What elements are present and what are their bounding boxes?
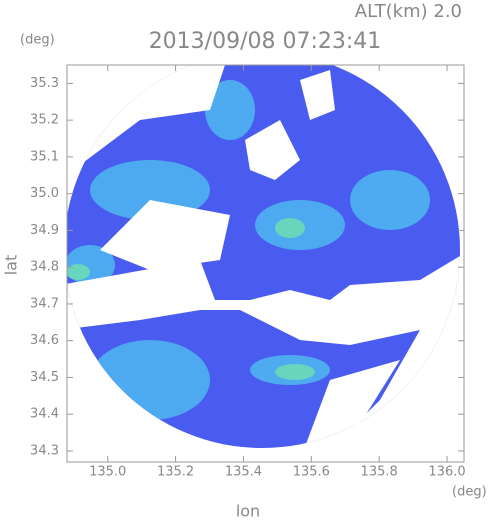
- y-tick-label: 35.1: [30, 149, 59, 164]
- y-tick-label: 35.3: [30, 76, 59, 91]
- x-tick-label: 136.0: [428, 465, 465, 480]
- x-tick-label: 135.8: [361, 465, 398, 480]
- plot-frame: [66, 64, 465, 463]
- y-tick-label: 34.7: [30, 296, 59, 311]
- y-tick-label: 34.4: [30, 407, 59, 422]
- x-axis-label: lon: [236, 502, 260, 521]
- y-tick-label: 34.9: [30, 223, 59, 238]
- altitude-label: ALT(km) 2.0: [355, 1, 462, 22]
- x-unit: (deg): [452, 485, 487, 500]
- x-tick-label: 135.2: [157, 465, 194, 480]
- x-tick-label: 135.6: [293, 465, 330, 480]
- y-tick-label: 34.8: [30, 260, 59, 275]
- y-tick-label: 35.2: [30, 113, 59, 128]
- y-tick-label: 34.6: [30, 333, 59, 348]
- y-unit: (deg): [20, 33, 55, 48]
- y-tick-label: 34.5: [30, 370, 59, 385]
- x-tick-label: 135.0: [89, 465, 126, 480]
- y-axis-label: lat: [2, 255, 21, 276]
- radar-echo: [67, 65, 460, 448]
- y-tick-label: 35.0: [30, 186, 59, 201]
- y-tick-label: 34.3: [30, 443, 59, 458]
- chart-title: 2013/09/08 07:23:41: [149, 29, 382, 54]
- x-tick-label: 135.4: [225, 465, 262, 480]
